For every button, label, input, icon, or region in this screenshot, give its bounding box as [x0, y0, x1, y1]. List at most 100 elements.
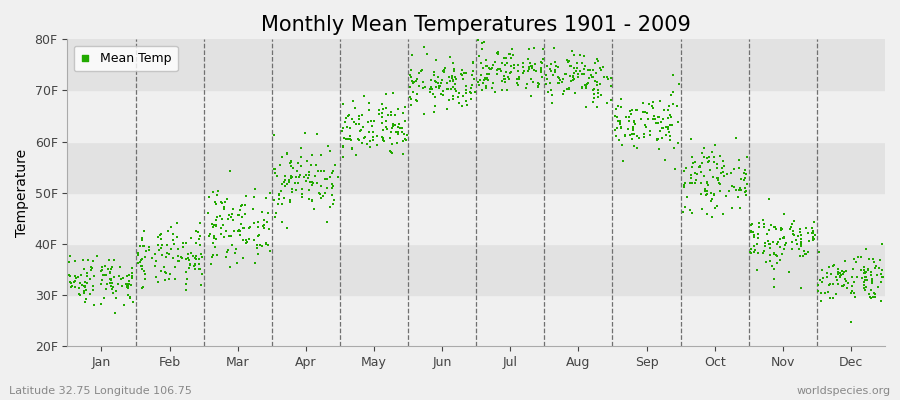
Point [428, 103, 442, 110]
Point [336, 154, 350, 160]
Point [226, 206, 240, 212]
Point [868, 291, 882, 297]
Point [587, 91, 601, 97]
Point [223, 232, 238, 239]
Point [694, 180, 708, 186]
Point [216, 222, 230, 228]
Point [484, 65, 499, 72]
Point [388, 122, 402, 128]
Point [374, 134, 389, 140]
Point [578, 82, 592, 88]
Point [744, 246, 759, 252]
Point [391, 124, 405, 130]
Point [744, 250, 759, 256]
Point [267, 131, 282, 138]
Point [305, 180, 320, 186]
Point [646, 115, 661, 122]
Y-axis label: Temperature: Temperature [15, 149, 29, 237]
Point [345, 145, 359, 151]
Point [678, 180, 692, 186]
Point [738, 185, 752, 192]
Point [122, 278, 137, 284]
Point [210, 192, 224, 198]
Point [418, 84, 432, 90]
Point [427, 68, 441, 75]
Point [428, 79, 443, 85]
Point [364, 144, 378, 150]
Point [342, 112, 356, 118]
Point [744, 221, 759, 228]
Point [77, 266, 92, 272]
Point [634, 116, 649, 122]
Point [775, 251, 789, 257]
Point [614, 104, 628, 110]
Point [417, 44, 431, 51]
Point [442, 74, 456, 80]
Point [367, 118, 382, 124]
Point [536, 46, 550, 52]
Point [427, 91, 441, 97]
Point [572, 71, 586, 77]
Point [865, 278, 879, 284]
Point [751, 231, 765, 237]
Point [103, 276, 117, 282]
Point [266, 196, 281, 203]
Point [84, 267, 98, 274]
Point [272, 191, 286, 198]
Point [94, 264, 109, 270]
Point [511, 82, 526, 89]
Point [798, 225, 813, 231]
Point [352, 113, 366, 120]
Point [83, 276, 97, 282]
Point [567, 51, 581, 58]
Point [166, 231, 181, 237]
Point [209, 217, 223, 223]
Point [758, 243, 772, 249]
Point [603, 75, 617, 81]
Point [258, 240, 273, 246]
Point [301, 175, 315, 182]
Point [785, 221, 799, 227]
Point [579, 85, 593, 91]
Point [637, 122, 652, 128]
Point [823, 281, 837, 288]
Point [872, 265, 886, 271]
Point [842, 280, 856, 287]
Point [183, 257, 197, 264]
Point [794, 243, 808, 250]
Point [285, 174, 300, 180]
Point [696, 160, 710, 166]
Point [618, 132, 633, 138]
Point [192, 266, 206, 272]
Point [676, 208, 690, 215]
Point [752, 224, 767, 230]
Point [480, 75, 494, 82]
Point [171, 252, 185, 259]
Point [806, 235, 820, 242]
Point [263, 190, 277, 196]
Point [535, 64, 549, 71]
Point [773, 236, 788, 242]
Point [186, 263, 201, 270]
Point [183, 261, 197, 268]
Point [716, 211, 730, 217]
Point [446, 77, 461, 84]
Point [717, 163, 732, 170]
Point [291, 180, 305, 186]
Point [137, 243, 151, 249]
Point [738, 175, 752, 182]
Point [379, 118, 393, 124]
Point [580, 81, 595, 87]
Point [618, 133, 633, 139]
Point [839, 268, 853, 275]
Point [763, 258, 778, 265]
Point [567, 70, 581, 76]
Point [774, 227, 788, 234]
Point [794, 235, 808, 242]
Point [237, 224, 251, 231]
Point [636, 109, 651, 116]
Point [704, 198, 718, 204]
Point [194, 270, 209, 277]
Point [608, 127, 622, 134]
Point [521, 45, 535, 52]
